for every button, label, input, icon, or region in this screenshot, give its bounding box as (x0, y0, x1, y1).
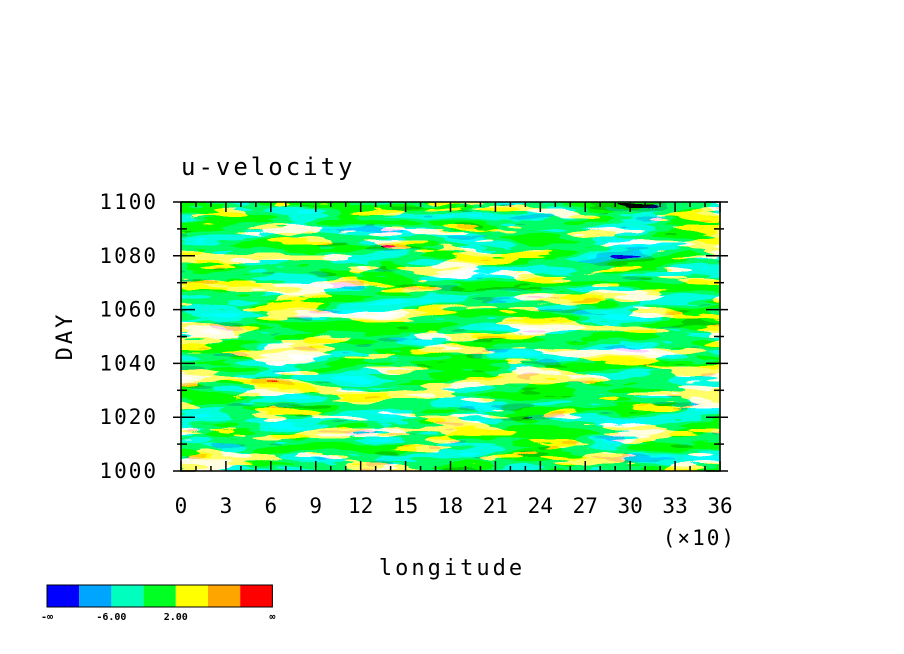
colorbar-swatch (47, 585, 80, 607)
y-tick-label: 1040 (99, 351, 158, 375)
x-tick-label: 24 (528, 494, 553, 518)
y-tick-label: 1100 (99, 190, 158, 214)
x-tick-label: 18 (438, 494, 463, 518)
colorbar-frame (46, 584, 273, 608)
y-tick-label: 1020 (99, 405, 158, 429)
x-tick-label: 36 (707, 494, 732, 518)
heatmap-field (181, 202, 720, 471)
x-multiplier: (×10) (663, 526, 736, 550)
colorbar-swatch (208, 585, 241, 607)
x-tick-label: 6 (265, 494, 278, 518)
x-axis-label: longitude (379, 556, 525, 581)
colorbar-swatch (143, 585, 176, 607)
colorbar: -∞ -6.00 2.00 ∞ (41, 584, 275, 623)
x-tick-label: 21 (483, 494, 508, 518)
colorbar-swatch (79, 585, 112, 607)
y-tick-label: 1080 (99, 244, 158, 268)
colorbar-label: ∞ (269, 612, 275, 623)
chart-title: u-velocity (181, 153, 356, 181)
y-tick-label: 1060 (99, 298, 158, 322)
y-axis-label: DAY (53, 312, 78, 361)
x-tick-label: 27 (573, 494, 598, 518)
x-tick-label: 12 (348, 494, 373, 518)
colorbar-swatch (111, 585, 144, 607)
x-tick-label: 9 (309, 494, 322, 518)
colorbar-label: -6.00 (96, 612, 126, 623)
colorbar-label: 2.00 (164, 612, 188, 623)
x-tick-label: 0 (175, 494, 188, 518)
colorbar-swatch (240, 585, 273, 607)
x-tick-label: 30 (618, 494, 643, 518)
colorbar-label: -∞ (41, 612, 53, 623)
x-tick-label: 33 (662, 494, 687, 518)
y-tick-label: 1000 (99, 459, 158, 483)
x-tick-label: 3 (220, 494, 233, 518)
x-axis: 0 3 6 9 12 15 18 21 24 27 30 33 36 (175, 202, 733, 518)
colorbar-swatch (175, 585, 208, 607)
x-tick-label: 15 (393, 494, 418, 518)
y-axis: 1000 1020 1040 1060 1080 1100 (99, 190, 728, 483)
